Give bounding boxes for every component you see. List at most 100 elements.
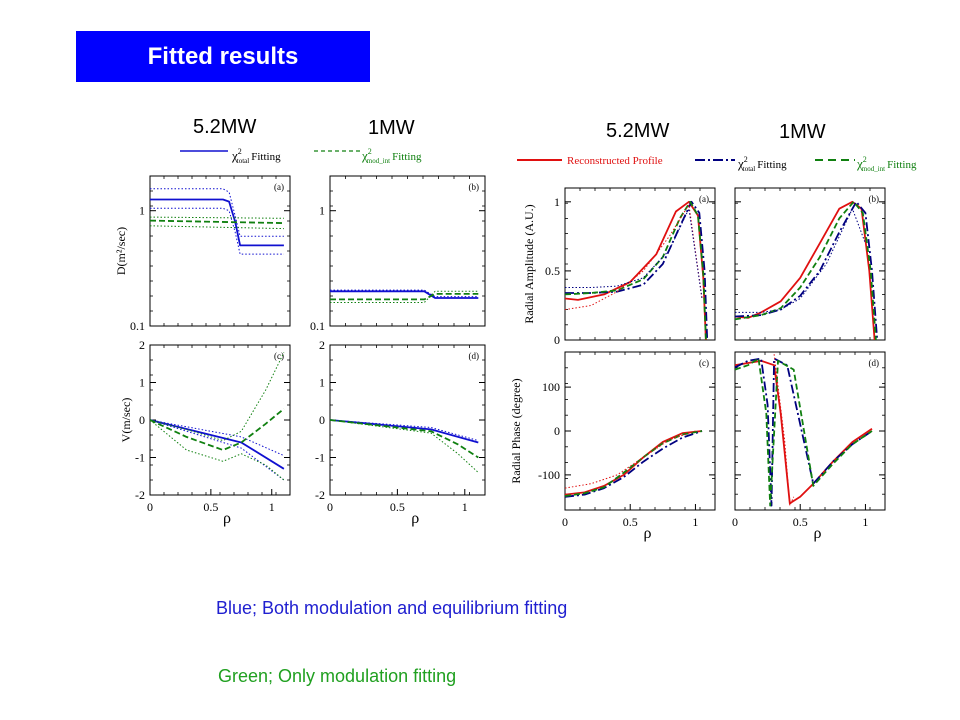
panel-label: (d) bbox=[869, 358, 880, 368]
x-tick-label: 0 bbox=[562, 515, 568, 529]
y-tick-label: 100 bbox=[542, 380, 560, 394]
panel-phase-5-2mw: -100 0 100 0 0.5 1 ρ Radial Phase (degree) (c) bbox=[509, 351, 716, 542]
series-line-green-dotted bbox=[150, 419, 285, 481]
y-tick-label: 1 bbox=[139, 376, 145, 390]
y-tick-label: 1 bbox=[319, 204, 325, 218]
panel-amp-5-2mw: 0 0.5 1 Radial Amplitude (A.U.) (a) bbox=[522, 187, 716, 347]
y-tick-label: -2 bbox=[315, 488, 325, 502]
series-line-red-solid bbox=[565, 200, 707, 340]
y-tick-label: -1 bbox=[315, 451, 325, 465]
x-tick-label: 0 bbox=[147, 500, 153, 514]
y-axis-label: Radial Phase (degree) bbox=[509, 378, 523, 483]
x-tick-label: 0.5 bbox=[203, 500, 218, 514]
panel-label: (a) bbox=[699, 194, 709, 204]
y-tick-label: -100 bbox=[538, 468, 560, 482]
series-line-blue_dark-dashdot bbox=[565, 200, 709, 340]
panel-v-1mw: -2 -1 0 1 2 0 0.5 1 ρ (d) bbox=[315, 338, 486, 527]
x-tick-label: 0.5 bbox=[390, 500, 405, 514]
y-tick-label: 0 bbox=[554, 333, 560, 347]
series-line-blue_dark-dashdot bbox=[565, 430, 703, 498]
series-line-blue-solid bbox=[150, 198, 284, 247]
plot-frame bbox=[149, 344, 291, 496]
series-line-blue-solid bbox=[330, 419, 479, 444]
series-line-blue-dotted bbox=[330, 419, 479, 442]
legend-chi-mod: χ2 mod_int Fitting bbox=[361, 147, 422, 165]
series-line-blue_dark-dashdot bbox=[735, 200, 879, 340]
series-line-blue-dotted bbox=[150, 419, 285, 481]
x-tick-label: 0.5 bbox=[623, 515, 638, 529]
x-tick-label: 1 bbox=[269, 500, 275, 514]
title-banner: Fitted results bbox=[76, 31, 370, 82]
x-axis-label: ρ bbox=[223, 510, 231, 527]
panel-label: (c) bbox=[274, 351, 284, 361]
panel-label: (b) bbox=[469, 182, 480, 192]
y-tick-label: 0.1 bbox=[310, 319, 325, 333]
y-tick-label: -1 bbox=[135, 451, 145, 465]
series-line-green-dashed bbox=[735, 200, 877, 340]
panel-d-5-2mw: 0.1 1 D(m²/sec) (a) bbox=[114, 175, 291, 333]
x-axis-label: ρ bbox=[644, 525, 652, 542]
x-tick-label: 0 bbox=[327, 500, 333, 514]
y-tick-label: 1 bbox=[319, 376, 325, 390]
series-line-green-dotted bbox=[150, 352, 285, 442]
panel-label: (d) bbox=[469, 351, 480, 361]
panel-label: (a) bbox=[274, 182, 284, 192]
power-label-1mw-right: 1MW bbox=[779, 121, 826, 143]
panel-label: (c) bbox=[699, 358, 709, 368]
series-line-red-dotted bbox=[565, 430, 696, 489]
series-line-blue_dark-dashdot bbox=[735, 357, 873, 507]
plot-frame bbox=[564, 187, 716, 341]
x-tick-label: 1 bbox=[462, 500, 468, 514]
x-axis-label: ρ bbox=[814, 525, 822, 542]
y-tick-label: 0.1 bbox=[130, 319, 145, 333]
series-line-green-dashed bbox=[735, 357, 873, 507]
power-label-5-2mw-right: 5.2MW bbox=[606, 120, 670, 142]
legend-chi-total-right: χ2 total Fitting bbox=[737, 155, 787, 173]
series-line-red-solid bbox=[565, 430, 703, 496]
y-axis-label: Radial Amplitude (A.U.) bbox=[522, 204, 536, 323]
x-axis-label: ρ bbox=[411, 510, 419, 527]
legend-chi-total: χ2 total Fitting bbox=[231, 147, 281, 165]
series-line-green-dotted bbox=[150, 216, 284, 219]
y-tick-label: 0 bbox=[139, 413, 145, 427]
x-tick-label: 0 bbox=[732, 515, 738, 529]
panel-label: (b) bbox=[869, 194, 880, 204]
note-blue: Blue; Both modulation and equilibrium fi… bbox=[216, 598, 568, 618]
y-tick-label: 1 bbox=[554, 195, 560, 209]
series-line-red-solid bbox=[735, 200, 876, 340]
series-line-green-dashed bbox=[330, 419, 479, 459]
x-tick-label: 0.5 bbox=[793, 515, 808, 529]
plot-frame bbox=[329, 175, 486, 327]
y-tick-label: 0 bbox=[554, 424, 560, 438]
note-green: Green; Only modulation fitting bbox=[218, 666, 457, 686]
y-tick-label: 2 bbox=[139, 338, 145, 352]
x-tick-label: 1 bbox=[862, 515, 868, 529]
y-axis-label: V(m/sec) bbox=[119, 398, 133, 443]
series-line-green-dashed bbox=[565, 200, 707, 340]
series-line-red-dotted bbox=[773, 354, 795, 507]
power-label-5-2mw-left: 5.2MW bbox=[193, 116, 257, 138]
y-tick-label: -2 bbox=[135, 488, 145, 502]
series-line-blue-dotted bbox=[150, 188, 284, 237]
series-line-green-dotted bbox=[150, 225, 284, 230]
panel-v-5-2mw: -2 -1 0 1 2 0 0.5 1 ρ V(m/sec) (c) bbox=[119, 338, 291, 527]
plot-frame bbox=[564, 351, 716, 511]
series-line-green-dashed bbox=[150, 408, 285, 451]
panel-d-1mw: 0.1 1 (b) bbox=[310, 175, 486, 333]
series-line-blue-solid bbox=[150, 419, 285, 470]
y-axis-label: D(m²/sec) bbox=[114, 227, 128, 275]
legend-left: χ2 total Fitting χ2 mod_int Fitting bbox=[180, 147, 422, 165]
legend-right: Reconstructed Profile χ2 total Fitting χ2 m… bbox=[517, 155, 917, 173]
power-label-1mw-left: 1MW bbox=[368, 117, 415, 139]
page-title: Fitted results bbox=[147, 42, 299, 70]
series-line-green-dashed bbox=[150, 219, 284, 224]
series-line-blue-dotted bbox=[150, 207, 284, 255]
y-tick-label: 2 bbox=[319, 338, 325, 352]
legend-chi-mod-right: χ2 mod_int Fitting bbox=[856, 155, 917, 173]
legend-recon-label: Reconstructed Profile bbox=[567, 155, 663, 167]
panel-phase-1mw: 0 0.5 1 ρ (d) bbox=[732, 351, 886, 542]
panel-amp-1mw: (b) bbox=[734, 187, 886, 341]
series-line-blue_dark-dotted bbox=[735, 208, 866, 313]
series-line-blue-solid bbox=[330, 290, 479, 299]
